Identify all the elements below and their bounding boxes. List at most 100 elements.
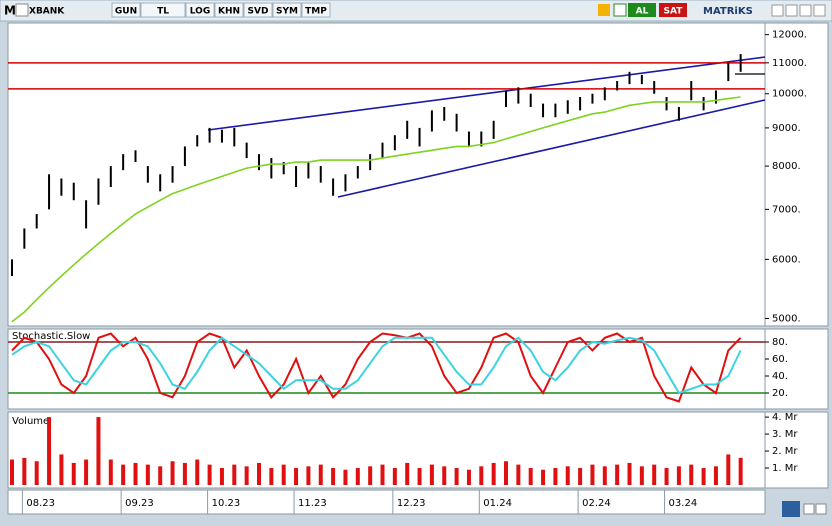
volume-bar	[405, 462, 410, 485]
scroll-left[interactable]	[803, 503, 815, 515]
volume-bar	[10, 459, 14, 485]
toolbar-button[interactable]	[272, 2, 302, 18]
y-tick-label: 2. Mr	[772, 446, 798, 457]
x-axis	[7, 489, 766, 515]
volume-bar	[368, 466, 373, 485]
volume-bar	[294, 468, 299, 485]
volume-bar	[71, 462, 76, 485]
toolbar-button[interactable]	[140, 2, 186, 18]
x-tick-label: 02.24	[582, 498, 611, 509]
volume-bar	[207, 464, 212, 485]
y-tick-label: 60.	[772, 354, 788, 365]
volume-bar	[590, 464, 595, 485]
volume-bar	[516, 464, 521, 485]
toolbar-button-label[interactable]: TMP	[305, 7, 327, 17]
toolbar-button[interactable]	[243, 2, 273, 18]
toolbar-button-label[interactable]: LOG	[190, 7, 210, 17]
volume-bar	[195, 459, 200, 485]
series-line	[11, 96, 741, 323]
y-tick-label: 40.	[772, 371, 788, 382]
volume-bar	[269, 468, 274, 485]
maximize-button[interactable]	[799, 4, 812, 17]
y-tick-label: 8000.	[772, 161, 801, 172]
buy-button[interactable]	[628, 3, 656, 17]
trend-line	[207, 56, 766, 131]
volume-bar	[331, 468, 336, 485]
volume-axis	[764, 411, 829, 489]
y-tick-label: 4. Mr	[772, 412, 798, 423]
x-tick-label: 12.23	[397, 498, 426, 509]
volume-bar	[479, 466, 484, 485]
flash-button[interactable]	[598, 4, 610, 16]
x-tick-label: 08.23	[26, 498, 55, 509]
volume-bar	[318, 464, 323, 485]
volume-bar	[726, 454, 731, 485]
volume-bar	[84, 459, 89, 485]
volume-bar	[158, 466, 163, 485]
x-tick-label: 01.24	[483, 498, 512, 509]
volume-bar	[738, 457, 743, 485]
volume-bar	[528, 468, 533, 485]
volume-bar	[281, 464, 286, 485]
toolbar-button[interactable]	[185, 2, 215, 18]
volume-bar	[257, 462, 261, 485]
toolbar-button-label[interactable]: GUN	[115, 7, 137, 17]
volume-bar	[232, 464, 237, 485]
x-tick-label: 11.23	[298, 498, 327, 509]
volume-bar	[504, 461, 508, 485]
symbol[interactable]: XBANK	[29, 7, 65, 17]
volume-bar	[466, 469, 471, 485]
volume-bar	[182, 462, 187, 485]
volume-bar	[639, 466, 644, 485]
price-panel	[7, 22, 766, 327]
trend-line	[337, 99, 766, 198]
toolbar-button-label[interactable]: TL	[157, 7, 169, 17]
volume-bar	[22, 457, 27, 485]
volume-bar	[676, 466, 681, 485]
sell-button[interactable]	[659, 3, 687, 17]
toolbar-button[interactable]	[301, 2, 331, 18]
sync-button[interactable]	[782, 501, 800, 517]
volume-bar	[133, 462, 138, 485]
volume-bar	[96, 417, 101, 485]
symbol-icon[interactable]	[15, 3, 29, 17]
y-tick-label: 80.	[772, 337, 788, 348]
restore-button[interactable]	[785, 4, 798, 17]
volume-bar	[380, 464, 385, 485]
scroll-right[interactable]	[815, 503, 827, 515]
x-tick-label: 10.23	[212, 498, 241, 509]
volume-bar	[442, 466, 447, 485]
sell-label[interactable]: SAT	[664, 7, 684, 17]
volume-bar	[121, 464, 126, 485]
toolbar-button-label[interactable]: KHN	[218, 7, 240, 17]
volume-bar	[429, 464, 434, 485]
volume-bar	[34, 461, 39, 485]
volume-title: Volume	[12, 416, 49, 427]
minimize-button[interactable]	[771, 4, 784, 17]
volume-bar	[578, 468, 583, 485]
y-tick-label: 9000.	[772, 123, 801, 134]
close-button[interactable]	[813, 4, 826, 17]
volume-bar	[701, 468, 706, 485]
toolbar-button-label[interactable]: SVD	[248, 7, 269, 17]
toolbar-button[interactable]	[111, 2, 141, 18]
volume-bar	[615, 464, 620, 485]
volume-bar	[553, 468, 558, 485]
volume-bar	[145, 464, 150, 485]
volume-bar	[219, 468, 224, 485]
volume-bar	[355, 468, 360, 485]
refresh-button[interactable]	[613, 3, 627, 17]
y-tick-label: 10000.	[772, 89, 807, 100]
stochastic-axis	[764, 328, 829, 410]
toolbar-button[interactable]	[214, 2, 244, 18]
series-line	[11, 332, 742, 403]
stochastic-title: Stochastic.Slow	[12, 331, 90, 342]
buy-label[interactable]: AL	[636, 7, 649, 17]
volume-bar	[541, 469, 546, 485]
volume-bar	[417, 468, 422, 485]
logo: M	[4, 4, 16, 18]
y-tick-label: 6000.	[772, 254, 801, 265]
volume-bar	[108, 459, 113, 485]
volume-bar	[59, 454, 64, 485]
toolbar-button-label[interactable]: SYM	[276, 7, 298, 17]
